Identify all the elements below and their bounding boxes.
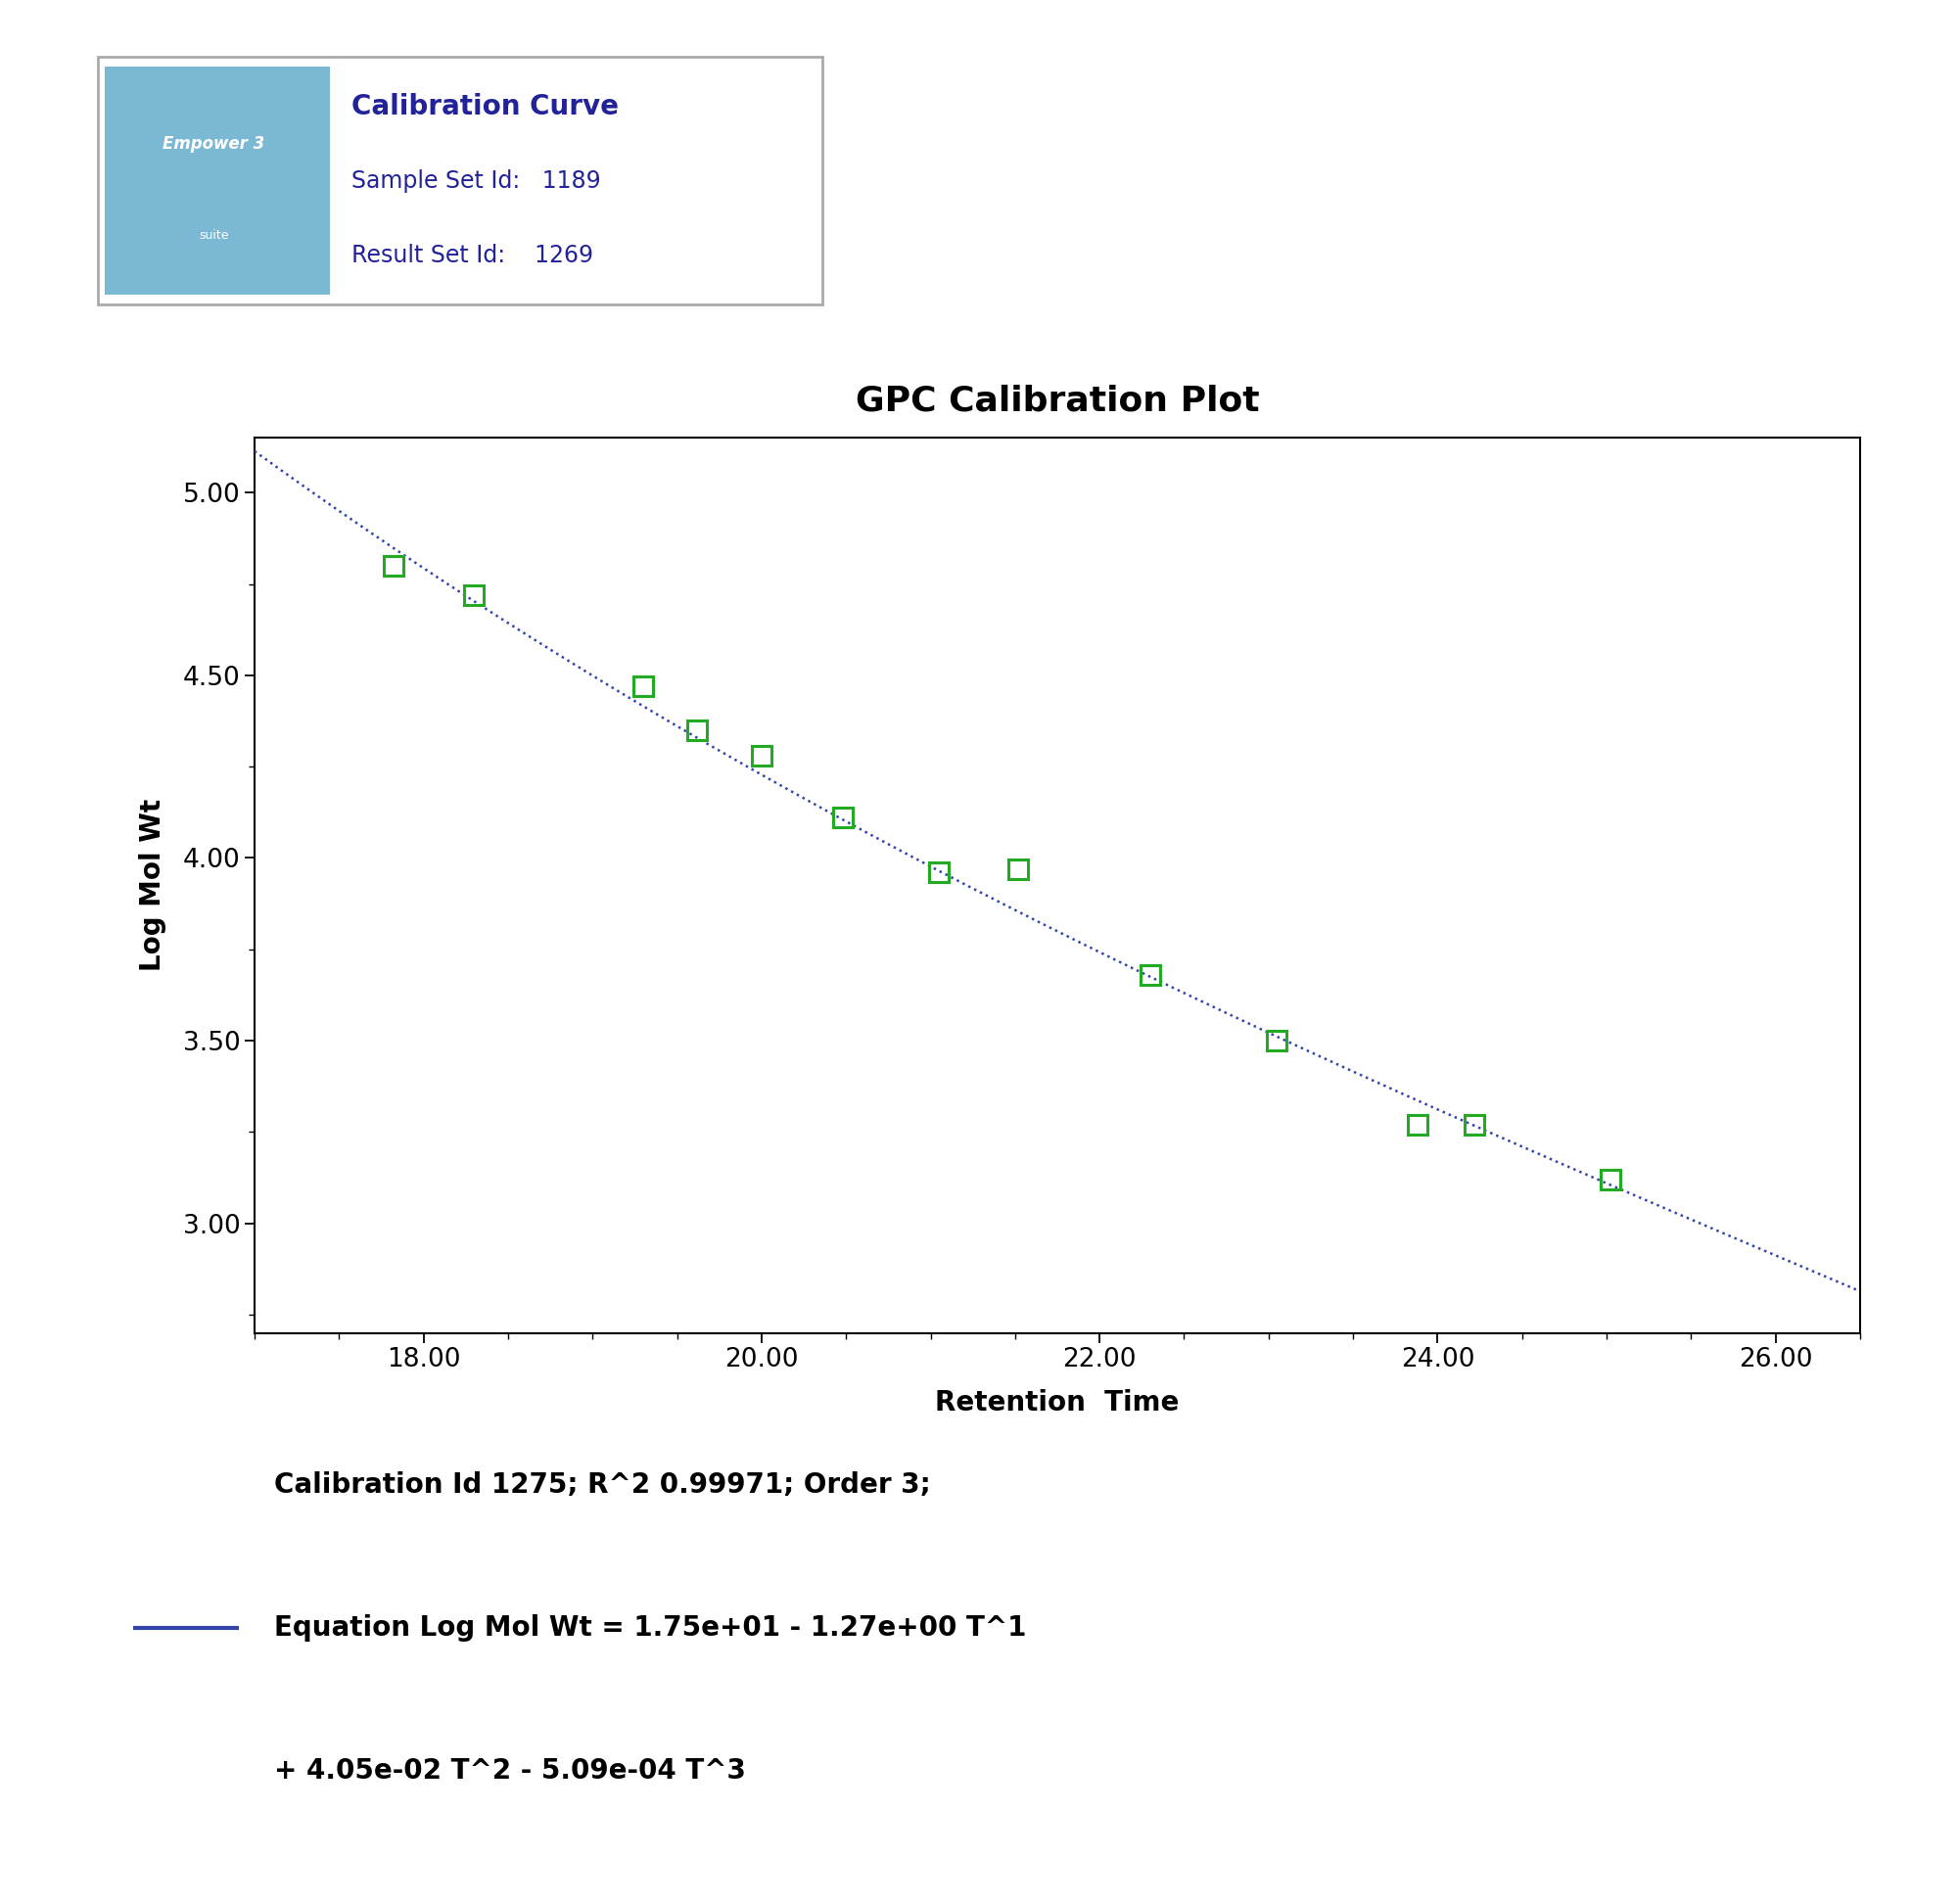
Text: Equation Log Mol Wt = 1.75e+01 - 1.27e+00 T^1: Equation Log Mol Wt = 1.75e+01 - 1.27e+0… <box>274 1615 1026 1641</box>
Text: Sample Set Id:   1189: Sample Set Id: 1189 <box>352 169 601 192</box>
Title: GPC Calibration Plot: GPC Calibration Plot <box>856 385 1259 417</box>
Bar <box>106 67 329 295</box>
Text: Result Set Id:    1269: Result Set Id: 1269 <box>352 244 593 267</box>
Text: Empower 3: Empower 3 <box>163 135 264 152</box>
Text: + 4.05e-02 T^2 - 5.09e-04 T^3: + 4.05e-02 T^2 - 5.09e-04 T^3 <box>274 1757 746 1784</box>
Text: suite: suite <box>200 228 229 242</box>
Text: Calibration Curve: Calibration Curve <box>352 93 619 120</box>
X-axis label: Retention  Time: Retention Time <box>936 1388 1179 1417</box>
Text: Calibration Id 1275; R^2 0.99971; Order 3;: Calibration Id 1275; R^2 0.99971; Order … <box>274 1472 930 1498</box>
Y-axis label: Log Mol Wt: Log Mol Wt <box>139 800 166 971</box>
